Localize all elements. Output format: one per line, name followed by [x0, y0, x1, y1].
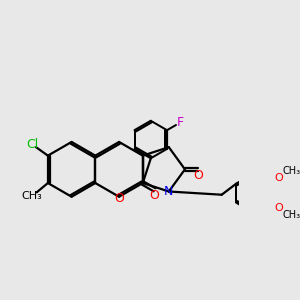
Text: CH₃: CH₃: [283, 210, 300, 220]
Text: N: N: [164, 185, 173, 198]
Text: CH₃: CH₃: [21, 191, 42, 201]
Text: Cl: Cl: [26, 138, 38, 151]
Text: O: O: [114, 191, 124, 205]
Text: O: O: [274, 173, 283, 183]
Text: F: F: [177, 116, 184, 129]
Text: O: O: [274, 203, 283, 213]
Text: CH₃: CH₃: [283, 166, 300, 176]
Text: O: O: [150, 189, 159, 202]
Text: O: O: [194, 169, 203, 182]
